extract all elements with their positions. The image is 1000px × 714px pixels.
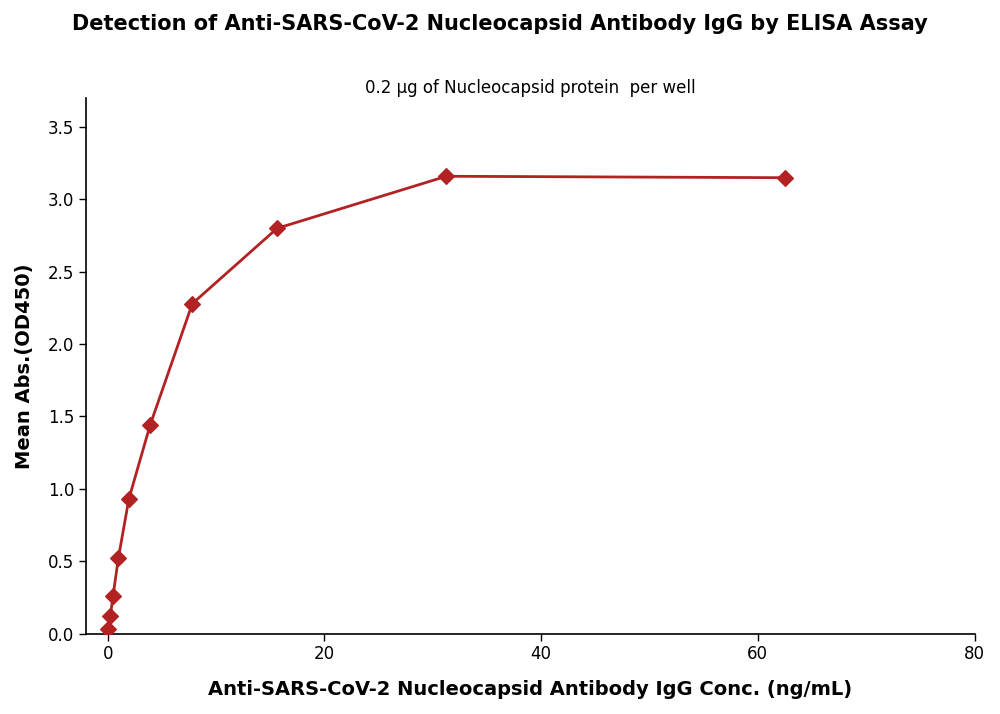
Point <box>269 223 285 234</box>
Text: Detection of Anti-SARS-CoV-2 Nucleocapsid Antibody IgG by ELISA Assay: Detection of Anti-SARS-CoV-2 Nucleocapsi… <box>72 14 928 34</box>
X-axis label: Anti-SARS-CoV-2 Nucleocapsid Antibody IgG Conc. (ng/mL): Anti-SARS-CoV-2 Nucleocapsid Antibody Ig… <box>208 680 852 699</box>
Point <box>100 623 116 635</box>
Point <box>121 493 137 505</box>
Point <box>102 610 118 622</box>
Title: 0.2 μg of Nucleocapsid protein  per well: 0.2 μg of Nucleocapsid protein per well <box>365 79 696 96</box>
Point <box>438 171 454 182</box>
Point <box>105 590 121 602</box>
Point <box>777 172 793 183</box>
Point <box>110 553 126 564</box>
Y-axis label: Mean Abs.(OD450): Mean Abs.(OD450) <box>15 263 34 468</box>
Point <box>142 419 158 431</box>
Point <box>184 298 200 309</box>
